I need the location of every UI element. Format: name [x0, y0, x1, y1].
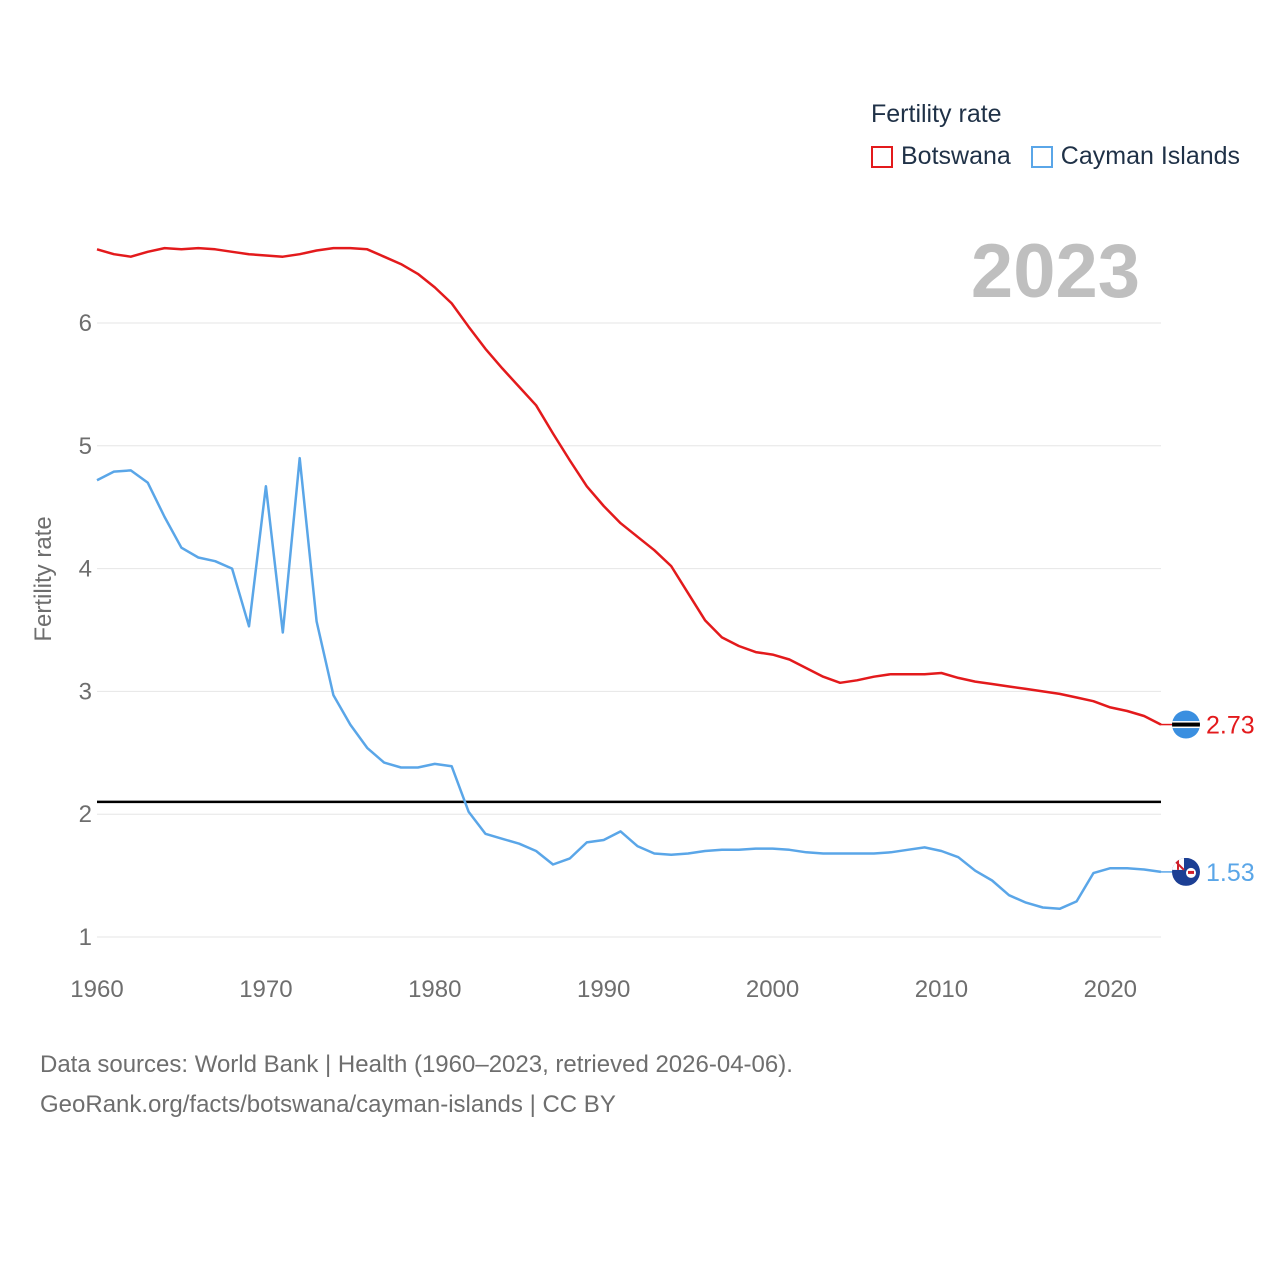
x-tick-label: 2020	[1084, 976, 1137, 1003]
gridlines	[97, 322, 1161, 938]
legend-swatch-cayman-islands	[1030, 145, 1053, 168]
legend: Botswana Cayman Islands	[871, 142, 1260, 171]
y-tick-label: 1	[79, 924, 92, 951]
source-line-2[interactable]: GeoRank.org/facts/botswana/cayman-island…	[40, 1091, 616, 1118]
source-note: Data sources: World Bank | Health (1960–…	[40, 1045, 793, 1125]
x-tick-label: 1980	[408, 976, 461, 1003]
y-tick-label: 5	[79, 433, 92, 460]
x-tick-label: 1990	[577, 976, 630, 1003]
y-tick-label: 4	[79, 556, 92, 583]
series-line-botswana[interactable]	[96, 246, 1162, 726]
x-tick-label: 1960	[70, 976, 123, 1003]
x-tick-label: 1970	[239, 976, 292, 1003]
legend-label-cayman-islands: Cayman Islands	[1060, 142, 1241, 170]
legend-label-botswana: Botswana	[901, 142, 1011, 170]
y-axis-ticks: 1 2 3 4 5 6	[79, 310, 92, 951]
series-lines	[96, 246, 1162, 911]
x-tick-label: 2000	[746, 976, 799, 1003]
series-end-markers: 2.73 1.53	[1161, 710, 1255, 887]
end-value-cayman-islands: 1.53	[1206, 859, 1255, 887]
y-tick-label: 2	[79, 801, 92, 828]
y-tick-label: 3	[79, 678, 92, 705]
y-tick-label: 6	[79, 310, 92, 337]
x-axis-ticks: 1960 1970 1980 1990 2000 2010 2020	[70, 976, 1137, 1003]
legend-swatch-botswana	[871, 145, 893, 168]
flag-icon-botswana	[1172, 710, 1200, 739]
y-axis-label: Fertility rate	[30, 516, 57, 641]
x-tick-label: 2010	[915, 976, 968, 1003]
source-line-1: Data sources: World Bank | Health (1960–…	[40, 1051, 793, 1078]
legend-item-botswana[interactable]: Botswana	[871, 142, 1011, 171]
legend-item-cayman-islands[interactable]: Cayman Islands	[1030, 142, 1241, 171]
flag-icon-cayman-islands	[1172, 857, 1200, 886]
current-year-label: 2023	[970, 229, 1140, 314]
legend-title: Fertility rate	[871, 100, 1002, 128]
series-line-cayman-islands[interactable]	[96, 456, 1162, 911]
end-value-botswana: 2.73	[1206, 712, 1255, 740]
